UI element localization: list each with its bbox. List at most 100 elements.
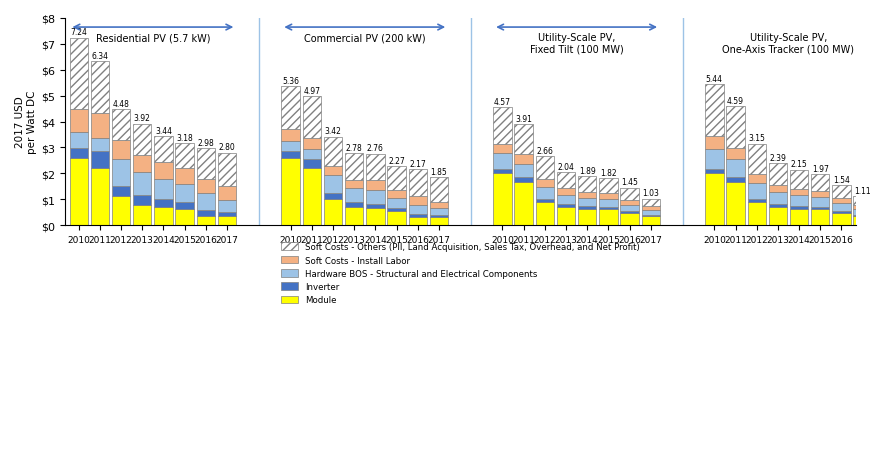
- Bar: [493, 174, 512, 226]
- Bar: [599, 210, 618, 226]
- Bar: [388, 191, 405, 198]
- Bar: [535, 199, 554, 202]
- Bar: [70, 39, 88, 109]
- Bar: [642, 207, 660, 211]
- Bar: [620, 205, 639, 212]
- Bar: [493, 169, 512, 174]
- Bar: [112, 141, 130, 159]
- Bar: [727, 160, 744, 178]
- Bar: [324, 167, 342, 176]
- Bar: [748, 144, 766, 174]
- Bar: [748, 184, 766, 199]
- Bar: [832, 214, 850, 226]
- Bar: [91, 139, 109, 152]
- Bar: [154, 207, 173, 226]
- Text: 2.04: 2.04: [558, 163, 574, 172]
- Bar: [705, 137, 724, 149]
- Bar: [388, 211, 405, 226]
- Bar: [578, 177, 596, 192]
- Bar: [133, 124, 151, 156]
- Bar: [430, 218, 448, 226]
- Bar: [218, 213, 236, 217]
- Bar: [620, 214, 639, 226]
- Text: 5.36: 5.36: [282, 77, 299, 86]
- Bar: [430, 209, 448, 216]
- Bar: [748, 174, 766, 184]
- Bar: [727, 149, 744, 160]
- Bar: [133, 206, 151, 226]
- Bar: [218, 153, 236, 187]
- Text: 2.17: 2.17: [410, 159, 426, 169]
- Bar: [811, 208, 829, 210]
- Bar: [769, 193, 787, 205]
- Bar: [748, 202, 766, 226]
- Bar: [578, 209, 596, 226]
- Bar: [70, 132, 88, 149]
- Text: 2.98: 2.98: [197, 139, 214, 148]
- Bar: [281, 152, 300, 159]
- Text: 1.54: 1.54: [833, 176, 850, 185]
- Bar: [409, 169, 427, 197]
- Bar: [578, 198, 596, 207]
- Text: Utility-Scale PV,
One-Axis Tracker (100 MW): Utility-Scale PV, One-Axis Tracker (100 …: [722, 33, 855, 55]
- Bar: [790, 189, 808, 196]
- Bar: [70, 109, 88, 132]
- Bar: [345, 189, 364, 203]
- Bar: [133, 173, 151, 195]
- Bar: [218, 187, 236, 200]
- Bar: [557, 205, 575, 207]
- Bar: [112, 110, 130, 141]
- Bar: [727, 178, 744, 182]
- Bar: [853, 197, 872, 206]
- Text: 3.92: 3.92: [134, 114, 150, 123]
- Bar: [324, 176, 342, 194]
- Bar: [112, 159, 130, 187]
- Bar: [832, 212, 850, 214]
- Bar: [388, 208, 405, 211]
- Bar: [409, 218, 427, 226]
- Bar: [133, 156, 151, 173]
- Bar: [366, 181, 384, 190]
- Bar: [345, 154, 364, 180]
- Bar: [281, 87, 300, 129]
- Bar: [642, 217, 660, 226]
- Bar: [557, 207, 575, 226]
- Bar: [430, 203, 448, 209]
- Text: 1.97: 1.97: [812, 165, 828, 174]
- Bar: [409, 215, 427, 218]
- Bar: [557, 196, 575, 205]
- Bar: [620, 200, 639, 205]
- Text: 1.82: 1.82: [600, 169, 617, 178]
- Bar: [514, 178, 533, 182]
- Text: 3.42: 3.42: [325, 127, 342, 136]
- Bar: [535, 179, 554, 187]
- Bar: [303, 169, 321, 226]
- Bar: [705, 149, 724, 169]
- Bar: [430, 216, 448, 218]
- Bar: [769, 164, 787, 185]
- Bar: [705, 169, 724, 174]
- Bar: [493, 108, 512, 144]
- Bar: [832, 186, 850, 199]
- Bar: [748, 199, 766, 202]
- Bar: [599, 208, 618, 210]
- Bar: [324, 137, 342, 167]
- Bar: [91, 113, 109, 139]
- Bar: [303, 139, 321, 150]
- Bar: [154, 137, 173, 162]
- Text: 2.80: 2.80: [219, 143, 235, 152]
- Bar: [366, 190, 384, 205]
- Bar: [388, 198, 405, 208]
- Bar: [196, 211, 215, 217]
- Bar: [493, 144, 512, 154]
- Bar: [345, 207, 364, 226]
- Text: 6.34: 6.34: [91, 51, 109, 60]
- Bar: [727, 107, 744, 149]
- Bar: [133, 195, 151, 206]
- Bar: [303, 160, 321, 169]
- Bar: [196, 179, 215, 194]
- Bar: [811, 192, 829, 198]
- Bar: [727, 182, 744, 226]
- Bar: [853, 217, 872, 226]
- Bar: [366, 205, 384, 209]
